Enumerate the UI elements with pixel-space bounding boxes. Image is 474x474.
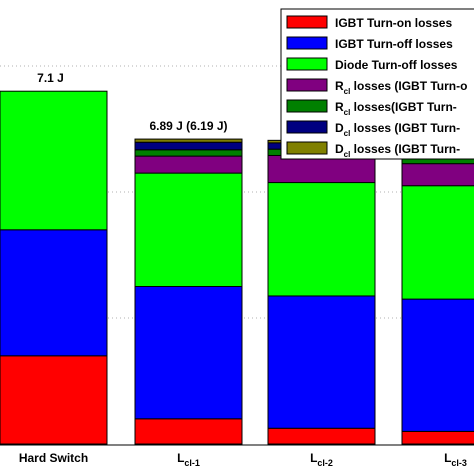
legend-entry: IGBT Turn-off losses [335,37,453,51]
bar-segment [401,298,474,432]
bar-segment [267,154,376,184]
x-tick-label: Hard Switch [19,451,88,465]
bar-segment [267,182,376,297]
bar-segment [0,229,108,357]
bar-segment [134,138,243,143]
legend-swatch [286,99,328,113]
x-tick-label: Lcl-2 [310,451,333,468]
x-tick-label: Lcl-1 [177,451,200,468]
x-tick-label: Lcl-3 [444,451,467,468]
bar-segment [401,430,474,445]
bars [0,90,474,445]
legend-entry: Rcl losses (IGBT Turn-o [335,79,467,96]
bar-segment [134,141,243,151]
bar-segment [0,355,108,445]
bar-segment [401,185,474,300]
legend-swatch [286,78,328,92]
legend-swatch [286,57,328,71]
bar-total-label: 7.1 J [37,71,64,85]
legend-entry: Diode Turn-off losses [335,58,458,72]
bar-total-label: 6.89 J (6.19 J) [149,119,227,133]
legend-swatch [286,141,328,155]
bar-segment [134,155,243,174]
bar-segment [0,90,108,231]
legend: IGBT Turn-on losses IGBT Turn-off losses D… [280,8,474,160]
legend-entry: Rcl losses(IGBT Turn- [335,100,457,117]
plot-frame [0,444,474,446]
legend-entry: IGBT Turn-on losses [335,16,452,30]
bar-segment [134,286,243,420]
bar-segment [267,427,376,445]
bar-segment [134,149,243,157]
legend-swatch [286,15,328,29]
legend-swatch [286,120,328,134]
bar-segment [401,163,474,187]
legend-swatch [286,36,328,50]
bar-segment [267,295,376,429]
bar-segment [134,172,243,288]
bar-segment [134,418,243,445]
legend-entry: Dcl losses (IGBT Turn- [335,142,460,159]
x-tick-labels: Hard Switch Lcl-1 Lcl-2 Lcl-3 [19,451,467,468]
legend-entry: Dcl losses (IGBT Turn- [335,121,460,138]
